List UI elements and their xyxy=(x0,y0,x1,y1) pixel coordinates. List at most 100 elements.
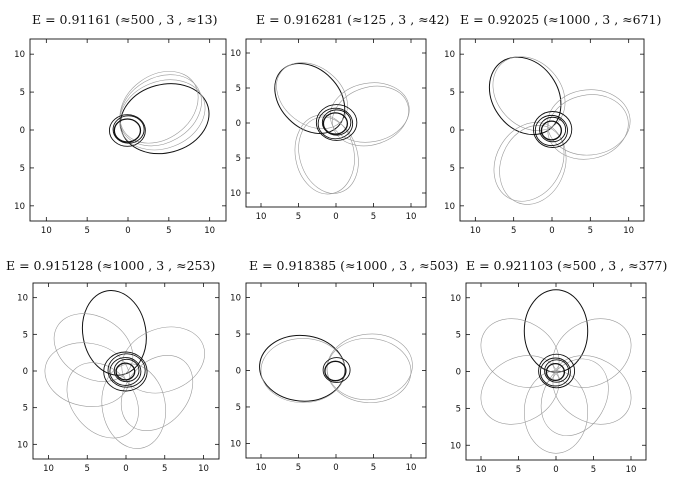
y-tick-label: 10 xyxy=(444,50,455,60)
inner-loop xyxy=(538,353,576,389)
orbit-lobe xyxy=(480,318,560,388)
orbit-lobe xyxy=(120,355,194,431)
inner-loop xyxy=(539,116,567,143)
y-tick-label: 10 xyxy=(230,189,241,199)
inner-loop xyxy=(315,104,358,141)
inner-loop xyxy=(539,357,571,387)
x-tick-label: 10 xyxy=(43,464,54,474)
x-tick-label: 0 xyxy=(333,463,338,473)
x-tick-label: 0 xyxy=(553,465,558,475)
y-tick-label: 10 xyxy=(230,439,241,449)
y-tick-label: 5 xyxy=(20,88,25,98)
x-tick-label: 0 xyxy=(123,464,128,474)
orbit-lobe xyxy=(329,82,410,143)
orbit-lobe xyxy=(276,62,348,129)
inner-loop xyxy=(103,351,148,392)
inner-loop xyxy=(109,357,142,386)
inner-loop xyxy=(321,109,352,136)
orbit-lobe xyxy=(523,370,589,454)
orbit-lobe xyxy=(523,289,589,373)
y-tick-label: 5 xyxy=(236,154,241,164)
y-tick-label: 10 xyxy=(17,294,28,304)
orbit-curves xyxy=(44,290,205,449)
orbit-lobe xyxy=(480,355,560,425)
y-tick-label: 0 xyxy=(20,126,25,136)
orbit-lobe xyxy=(332,85,409,147)
y-tick-label: 5 xyxy=(23,330,28,340)
orbit-lobe xyxy=(492,56,566,131)
inner-loop xyxy=(532,111,573,148)
y-tick-label: 10 xyxy=(14,50,25,60)
chart-title: E = 0.915128 (≈1000 , 3 , ≈253) xyxy=(6,258,216,273)
inner-loop xyxy=(107,353,146,388)
y-tick-label: 0 xyxy=(236,367,241,377)
y-tick-label: 5 xyxy=(450,88,455,98)
chart-title: E = 0.918385 (≈1000 , 3 , ≈503) xyxy=(249,258,459,273)
x-tick-label: 5 xyxy=(516,465,521,475)
orbit-lobe xyxy=(119,83,210,155)
orbit-lobe xyxy=(101,363,166,449)
inner-loop xyxy=(324,360,347,382)
x-tick-label: 5 xyxy=(371,212,376,222)
x-tick-label: 10 xyxy=(470,226,481,236)
orbit-curves xyxy=(480,289,632,454)
x-tick-label: 10 xyxy=(204,226,215,236)
x-tick-label: 10 xyxy=(476,465,487,475)
orbit-lobe xyxy=(326,338,412,403)
y-tick-label: 0 xyxy=(23,367,28,377)
orbit-lobe xyxy=(44,342,130,407)
x-tick-label: 5 xyxy=(588,226,593,236)
chart-title: E = 0.916281 (≈125 , 3 , ≈42) xyxy=(256,12,450,27)
x-tick-label: 5 xyxy=(84,226,89,236)
orbit-lobe xyxy=(493,122,565,202)
inner-loop xyxy=(115,362,136,381)
y-tick-label: 5 xyxy=(236,330,241,340)
orbit-lobe xyxy=(66,362,139,439)
x-tick-label: 5 xyxy=(591,465,596,475)
y-tick-label: 10 xyxy=(14,202,25,212)
y-tick-label: 10 xyxy=(230,294,241,304)
orbit-lobe xyxy=(499,125,567,205)
x-tick-label: 10 xyxy=(626,465,637,475)
orbit-lobe xyxy=(552,355,632,425)
y-tick-label: 5 xyxy=(23,404,28,414)
inner-loop xyxy=(544,359,570,383)
y-tick-label: 10 xyxy=(444,202,455,212)
orbit-lobe xyxy=(488,56,562,136)
orbit-lobe xyxy=(547,89,631,156)
y-tick-label: 0 xyxy=(236,119,241,129)
y-tick-label: 10 xyxy=(450,441,461,451)
x-tick-label: 5 xyxy=(371,463,376,473)
x-tick-label: 10 xyxy=(623,226,634,236)
x-tick-label: 10 xyxy=(198,464,209,474)
x-tick-label: 0 xyxy=(125,226,130,236)
orbit-curves xyxy=(488,56,631,205)
y-tick-label: 0 xyxy=(456,368,461,378)
x-tick-label: 0 xyxy=(333,212,338,222)
y-tick-label: 5 xyxy=(236,84,241,94)
y-tick-label: 5 xyxy=(456,331,461,341)
orbit-lobe xyxy=(298,116,359,194)
orbit-lobe xyxy=(119,74,202,147)
orbit-curves xyxy=(259,333,413,403)
y-tick-label: 10 xyxy=(230,49,241,59)
inner-loop xyxy=(545,362,566,382)
x-tick-label: 5 xyxy=(296,463,301,473)
y-tick-label: 10 xyxy=(450,294,461,304)
inner-loop xyxy=(113,358,140,383)
orbit-lobe xyxy=(81,290,147,376)
inner-loop xyxy=(322,357,351,383)
orbit-lobe xyxy=(260,338,346,403)
orbit-lobe xyxy=(547,94,629,160)
orbit-lobe xyxy=(121,326,205,394)
y-tick-label: 5 xyxy=(236,403,241,413)
x-tick-label: 0 xyxy=(549,226,554,236)
chart-title: E = 0.92025 (≈1000 , 3 , ≈671) xyxy=(460,12,662,27)
y-tick-label: 5 xyxy=(20,164,25,174)
orbit-curves xyxy=(108,71,210,155)
